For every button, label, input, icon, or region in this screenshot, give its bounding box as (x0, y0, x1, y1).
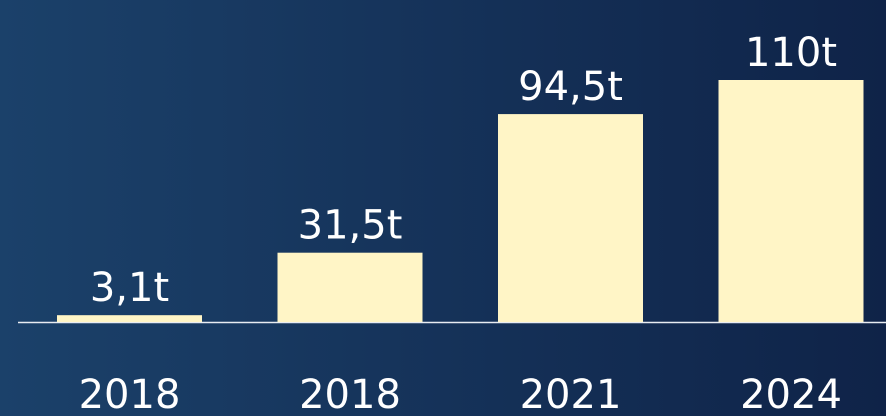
x-tick-label: 2021 (520, 372, 622, 416)
x-tick-label: 2018 (79, 372, 181, 416)
bar (718, 80, 864, 322)
value-label: 94,5t (518, 64, 623, 110)
x-tick-label: 2018 (299, 372, 401, 416)
bar (498, 114, 643, 322)
bar (277, 252, 423, 322)
x-tick-label: 2024 (740, 372, 842, 416)
bar (57, 315, 202, 322)
value-label: 110t (745, 30, 837, 76)
value-label: 3,1t (90, 265, 169, 311)
value-label: 31,5t (298, 203, 403, 249)
